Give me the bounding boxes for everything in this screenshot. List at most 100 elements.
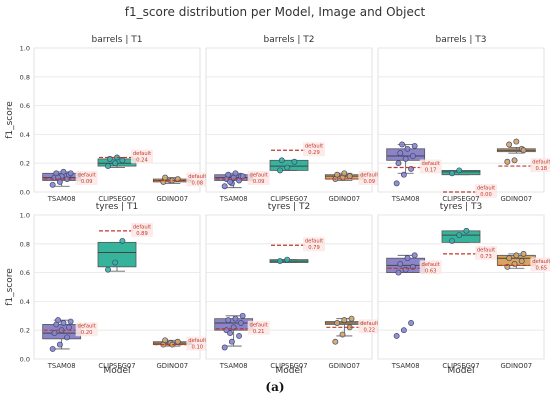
default-label-bg xyxy=(419,260,442,275)
y-tick-label: 0.6 xyxy=(20,102,30,110)
data-point xyxy=(404,255,411,262)
data-point xyxy=(227,178,234,185)
data-point xyxy=(112,259,119,266)
data-point xyxy=(227,330,234,337)
panel: barrels | T3default0.17TSAM08default0.00… xyxy=(377,35,550,203)
data-point xyxy=(341,317,348,324)
data-point xyxy=(409,153,416,159)
default-value: 0.20 xyxy=(81,330,93,336)
y-axis-label: f1_score xyxy=(5,101,15,139)
default-value: 0.63 xyxy=(425,268,437,274)
default-value: 0.73 xyxy=(480,254,492,260)
data-point xyxy=(49,345,56,352)
data-point xyxy=(411,252,418,259)
f1-score-chart: f1_score distribution per Model, Image a… xyxy=(5,5,550,376)
default-label-bg xyxy=(247,320,270,335)
default-label-bg xyxy=(75,171,98,186)
data-point xyxy=(278,157,285,164)
default-value: 0.79 xyxy=(308,245,320,251)
x-tick-label: CLIPSEG07 xyxy=(98,195,135,203)
y-tick-label: 0.2 xyxy=(20,327,30,335)
x-tick-label: CLIPSEG07 xyxy=(270,195,307,203)
x-tick-label: CLIPSEG07 xyxy=(442,362,479,370)
data-point xyxy=(237,320,244,326)
data-point xyxy=(504,158,511,165)
default-label: default xyxy=(305,239,323,245)
panel-title: barrels | T1 xyxy=(92,35,143,45)
default-label-bg xyxy=(131,149,153,164)
data-point xyxy=(506,255,513,262)
data-point xyxy=(400,171,407,178)
default-label: default xyxy=(78,324,96,330)
panel-frame xyxy=(33,47,201,193)
data-point xyxy=(51,330,58,337)
data-point xyxy=(399,141,406,148)
data-point xyxy=(511,157,518,164)
data-point xyxy=(221,183,228,190)
y-tick-label: 0.6 xyxy=(20,269,30,277)
data-point xyxy=(513,252,520,259)
data-point xyxy=(402,155,409,162)
data-point xyxy=(60,168,67,175)
default-label: default xyxy=(188,174,206,180)
default-value: 0.24 xyxy=(136,157,148,163)
data-point xyxy=(284,164,291,171)
default-label-bg xyxy=(530,257,550,272)
data-point xyxy=(332,338,339,345)
x-tick-label: TSAM08 xyxy=(219,362,248,370)
default-value: 0.08 xyxy=(192,180,204,186)
data-point xyxy=(463,227,470,234)
data-point xyxy=(449,170,455,177)
data-point xyxy=(456,167,463,174)
data-point xyxy=(520,250,527,257)
data-point xyxy=(236,333,243,339)
x-tick-label: CLIPSEG07 xyxy=(442,195,479,203)
data-point xyxy=(239,173,246,180)
data-point xyxy=(334,320,341,326)
default-label-bg xyxy=(303,237,325,252)
data-point xyxy=(397,150,404,157)
data-point xyxy=(119,157,126,164)
data-point xyxy=(67,170,74,177)
x-tick-label: GDINO07 xyxy=(501,195,533,203)
default-label: default xyxy=(133,224,151,230)
x-tick-label: TSAM08 xyxy=(391,362,420,370)
data-point xyxy=(408,320,415,326)
default-label-bg xyxy=(186,336,209,351)
default-label-bg xyxy=(475,184,497,198)
data-point xyxy=(395,269,402,276)
default-label: default xyxy=(477,247,495,253)
data-point xyxy=(400,327,407,334)
data-point xyxy=(67,318,74,325)
data-point xyxy=(277,167,283,174)
x-tick-label: CLIPSEG07 xyxy=(270,362,307,370)
default-label: default xyxy=(78,173,96,179)
panel-title: tyres | T3 xyxy=(440,202,483,212)
data-point xyxy=(65,324,72,331)
data-point xyxy=(55,317,62,324)
data-point xyxy=(277,258,283,265)
default-label: default xyxy=(305,144,323,150)
default-label: default xyxy=(422,161,440,167)
x-tick-label: GDINO07 xyxy=(329,195,361,203)
default-label: default xyxy=(250,173,268,179)
x-axis-label: Model xyxy=(103,366,130,376)
default-value: 0.17 xyxy=(425,168,437,174)
default-label: default xyxy=(360,321,378,327)
data-point xyxy=(393,180,400,187)
y-tick-label: 1.0 xyxy=(20,45,30,53)
x-tick-label: TSAM08 xyxy=(47,362,76,370)
data-point xyxy=(393,333,400,339)
data-point xyxy=(228,338,235,345)
panel-title: tyres | T1 xyxy=(96,202,139,212)
default-value: 0.29 xyxy=(308,150,320,156)
default-value: 0.09 xyxy=(253,179,265,185)
